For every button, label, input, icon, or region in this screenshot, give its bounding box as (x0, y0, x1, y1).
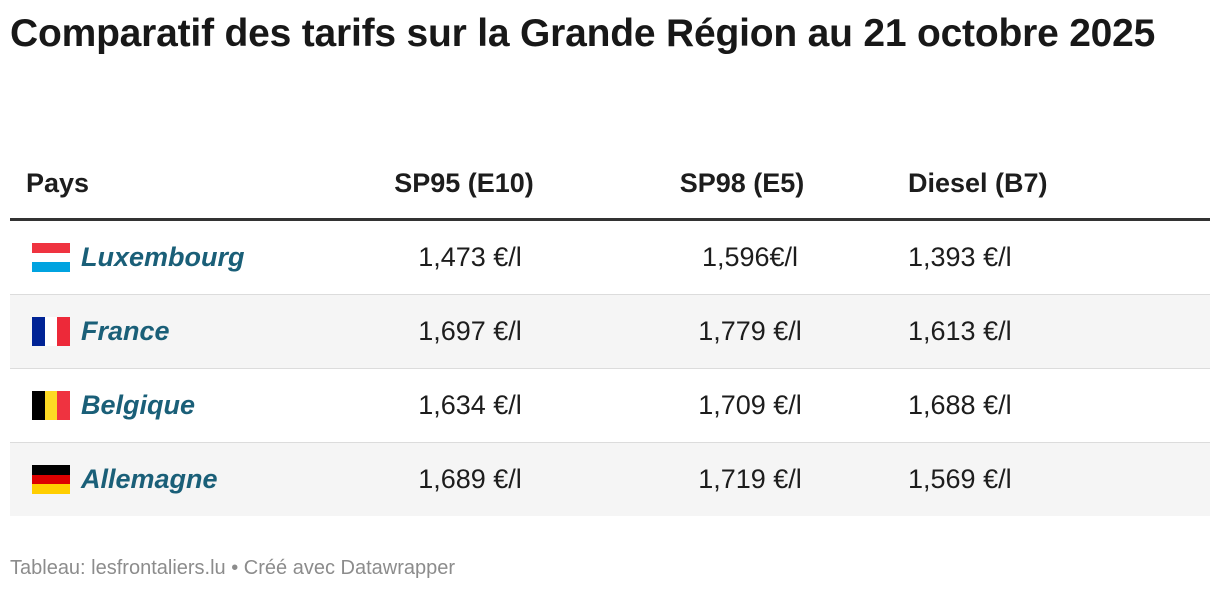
country-name: Allemagne (81, 464, 218, 494)
table-row: Belgique 1,634 €/l 1,709 €/l 1,688 €/l (10, 369, 1210, 443)
price-sp98: 1,779 €/l (698, 316, 802, 346)
belgium-flag-icon (32, 391, 70, 420)
column-header-diesel[interactable]: Diesel (B7) (908, 168, 1048, 198)
table-row: France 1,697 €/l 1,779 €/l 1,613 €/l (10, 295, 1210, 369)
country-name: France (81, 316, 170, 346)
fuel-price-table: Pays SP95 (E10) SP98 (E5) Diesel (B7) Lu… (10, 148, 1210, 516)
luxembourg-flag-icon (32, 243, 70, 272)
germany-flag-icon (32, 465, 70, 494)
price-diesel: 1,688 €/l (908, 390, 1012, 420)
country-name: Belgique (81, 390, 196, 420)
price-sp95: 1,697 €/l (418, 316, 522, 346)
price-sp95: 1,634 €/l (418, 390, 522, 420)
price-diesel: 1,393 €/l (908, 242, 1012, 272)
price-sp95: 1,473 €/l (418, 242, 522, 272)
country-name: Luxembourg (81, 242, 245, 272)
france-flag-icon (32, 317, 70, 346)
table-row: Luxembourg 1,473 €/l 1,596€/l 1,393 €/l (10, 221, 1210, 295)
price-sp95: 1,689 €/l (418, 464, 522, 494)
price-sp98: 1,709 €/l (698, 390, 802, 420)
price-diesel: 1,613 €/l (908, 316, 1012, 346)
source-footer: Tableau: lesfrontaliers.lu • Créé avec D… (10, 557, 455, 579)
page-title: Comparatif des tarifs sur la Grande Régi… (10, 12, 1156, 55)
column-header-sp98[interactable]: SP98 (E5) (679, 168, 805, 198)
table-header: Pays SP95 (E10) SP98 (E5) Diesel (B7) (10, 148, 1210, 221)
column-header-sp95[interactable]: SP95 (E10) (394, 168, 534, 198)
price-sp98: 1,719 €/l (698, 464, 802, 494)
price-sp98: 1,596€/l (701, 242, 799, 272)
table-row: Allemagne 1,689 €/l 1,719 €/l 1,569 €/l (10, 443, 1210, 516)
column-header-country[interactable]: Pays (26, 168, 90, 198)
price-diesel: 1,569 €/l (908, 464, 1012, 494)
